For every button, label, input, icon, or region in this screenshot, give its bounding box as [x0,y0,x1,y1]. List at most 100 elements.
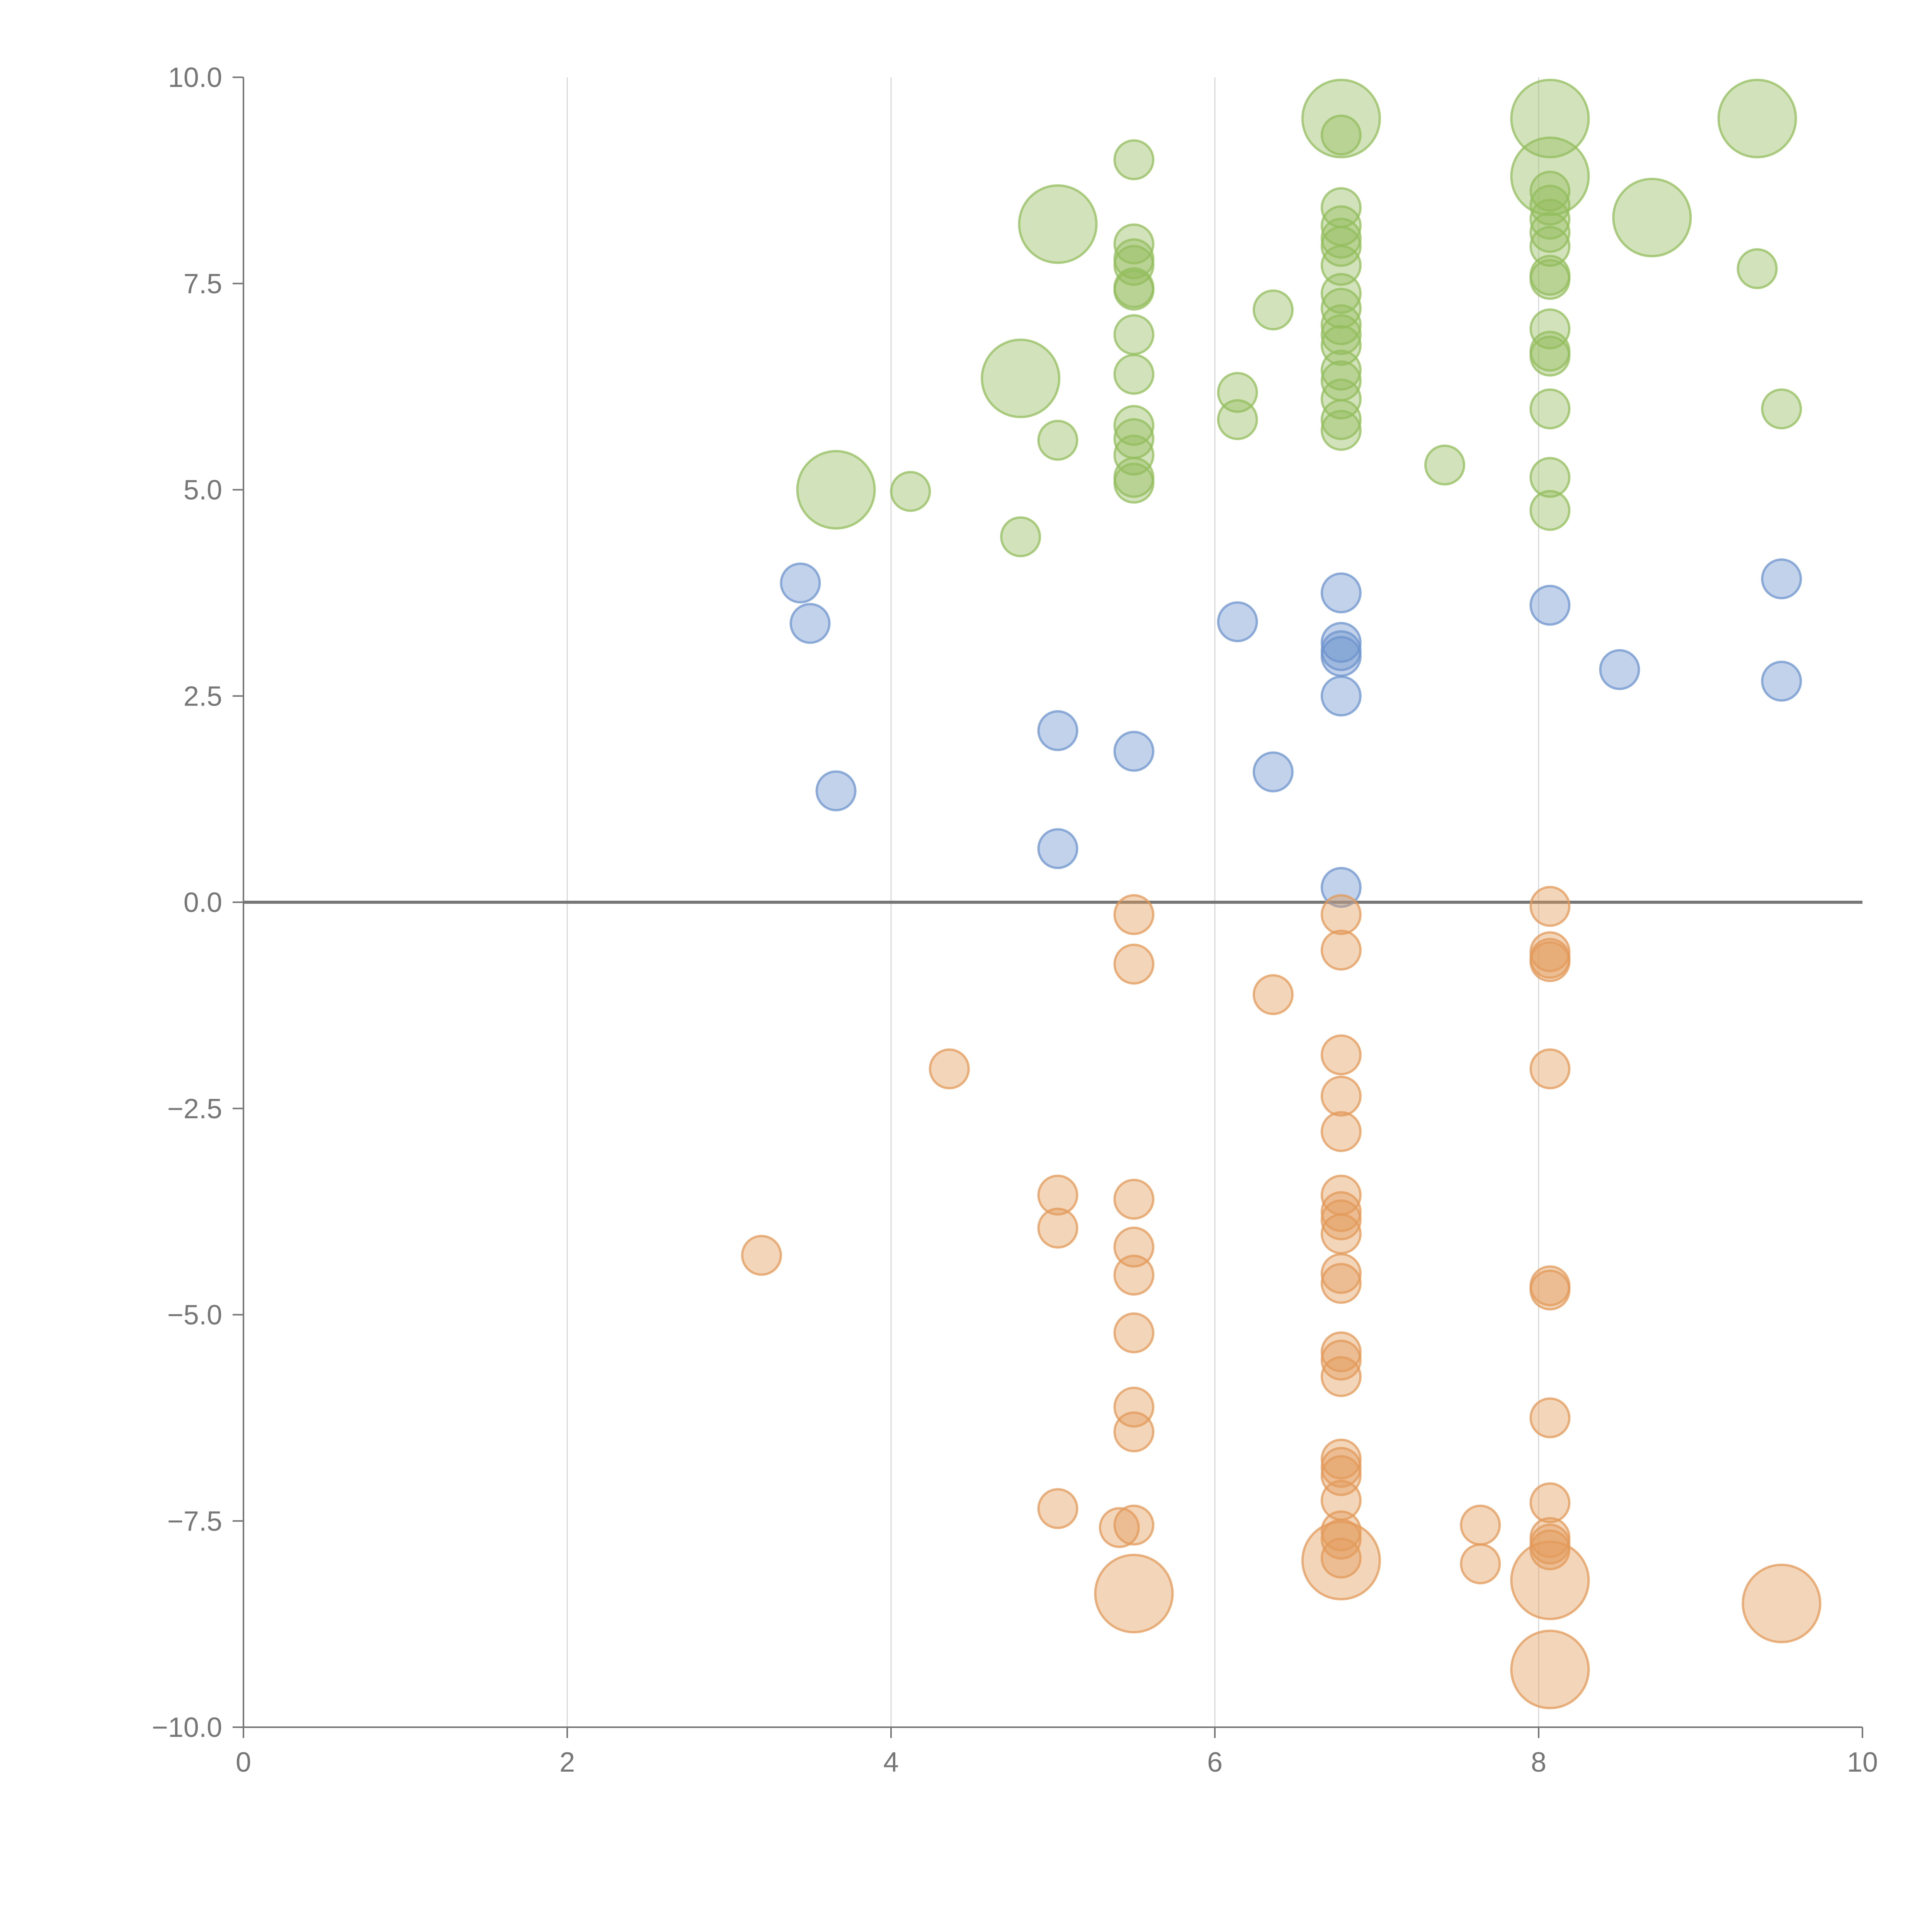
scatter-point-green [890,471,931,512]
y-tick-label: −2.5 [167,1094,222,1124]
scatter-point-green [1529,226,1571,267]
scatter-point-green [1612,177,1692,257]
scatter-point-orange [1320,1455,1362,1496]
scatter-point-green [1529,259,1571,300]
scatter-point-green [1529,457,1571,498]
scatter-point-orange [1113,1226,1155,1268]
scatter-point-blue [1217,601,1258,643]
scatter-point-orange [1113,1312,1155,1354]
scatter-point-orange [1113,894,1155,935]
y-tick-label: 10.0 [168,62,222,93]
x-tick-label: 6 [1207,1747,1223,1778]
scatter-point-green [1113,354,1155,395]
scatter-point-green [1529,170,1571,212]
scatter-point-green [1761,388,1802,430]
scatter-point-blue [1320,636,1362,677]
scatter-point-orange [1099,1507,1140,1548]
scatter-point-blue [1761,558,1802,600]
scatter-point-green [1018,184,1098,264]
scatter-point-orange [1529,1482,1571,1524]
scatter-point-green [1424,444,1465,486]
scatter-point-green [1113,269,1155,311]
scatter-point-orange [741,1235,782,1276]
scatter-point-green [1529,490,1571,531]
scatter-point-blue [1113,731,1155,772]
y-tick-label: 5.0 [184,475,222,506]
scatter-point-green [1510,136,1590,216]
scatter-point-orange [1529,886,1571,927]
scatter-point-orange [1037,1208,1078,1249]
scatter-point-blue [1761,660,1802,702]
scatter-point-green [1000,516,1041,558]
scatter-point-blue [1037,828,1078,869]
scatter-point-orange [1320,1537,1362,1579]
scatter-point-orange [1529,941,1571,982]
scatter-point-green [1529,212,1571,253]
scatter-point-orange [1113,1386,1155,1428]
scatter-point-orange [1529,1269,1571,1311]
scatter-point-orange [1252,974,1294,1015]
scatter-point-green [1037,420,1078,461]
scatter-point-green [1320,399,1362,440]
scatter-point-orange [1742,1563,1821,1643]
scatter-point-green [1320,410,1362,451]
x-tick-label: 10 [1847,1747,1878,1778]
scatter-point-orange [1320,1034,1362,1075]
scatter-point-orange [1510,1629,1590,1709]
scatter-point-green [1113,223,1155,265]
scatter-point-blue [1037,710,1078,751]
y-tick-label: −5.0 [167,1300,222,1331]
scatter-point-blue [1599,649,1640,690]
scatter-point-blue [789,603,831,644]
scatter-point-green [1529,388,1571,430]
scatter-point-orange [1320,929,1362,971]
x-tick-label: 0 [236,1747,251,1778]
scatter-point-green [1113,139,1155,180]
scatter-point-green [981,338,1061,418]
scatter-point-orange [1320,1213,1362,1255]
scatter-point-orange [1037,1174,1078,1216]
scatter-point-green [1301,78,1381,158]
scatter-point-blue [1320,675,1362,717]
scatter-point-orange [1320,1356,1362,1397]
scatter-point-green [796,450,876,530]
scatter-point-orange [1320,1339,1362,1381]
scatter-point-orange [1320,1199,1362,1240]
scatter-point-blue [1320,572,1362,614]
y-tick-label: −7.5 [167,1506,222,1537]
scatter-point-green [1320,349,1362,391]
scatter-point-blue [815,770,857,811]
scatter-point-green [1113,245,1155,286]
scatter-point-orange [1113,1255,1155,1296]
scatter-point-green [1320,325,1362,366]
scatter-point-blue [1529,585,1571,626]
scatter-point-green [1320,245,1362,286]
scatter-point-green [1320,114,1362,156]
y-tick-label: −10.0 [152,1712,222,1743]
scatter-point-orange [1510,1540,1590,1620]
scatter-point-orange [1529,1048,1571,1090]
x-tick-label: 4 [883,1747,899,1778]
scatter-point-green [1252,289,1294,331]
scatter-point-orange [1113,1411,1155,1452]
scatter-point-orange [1460,1504,1501,1546]
scatter-point-orange [1320,894,1362,935]
scatter-point-orange [1094,1554,1174,1634]
scatter-point-green [1736,248,1778,289]
scatter-point-orange [1529,1397,1571,1439]
scatter-point-green [1529,335,1571,377]
scatter-point-green [1113,434,1155,476]
scatter-point-green [1320,273,1362,314]
scatter-point-orange [1320,1075,1362,1117]
scatter-point-orange [1320,1111,1362,1152]
scatter-point-orange [1320,1253,1362,1294]
scatter-point-orange [1113,944,1155,985]
x-tick-label: 8 [1531,1747,1546,1778]
scatter-point-blue [780,562,821,604]
point-layer [741,78,1821,1709]
scatter-point-green [1320,378,1362,420]
scatter-point-orange [1037,1488,1078,1529]
scatter-point-green [1320,314,1362,355]
scatter-point-orange [929,1048,970,1090]
